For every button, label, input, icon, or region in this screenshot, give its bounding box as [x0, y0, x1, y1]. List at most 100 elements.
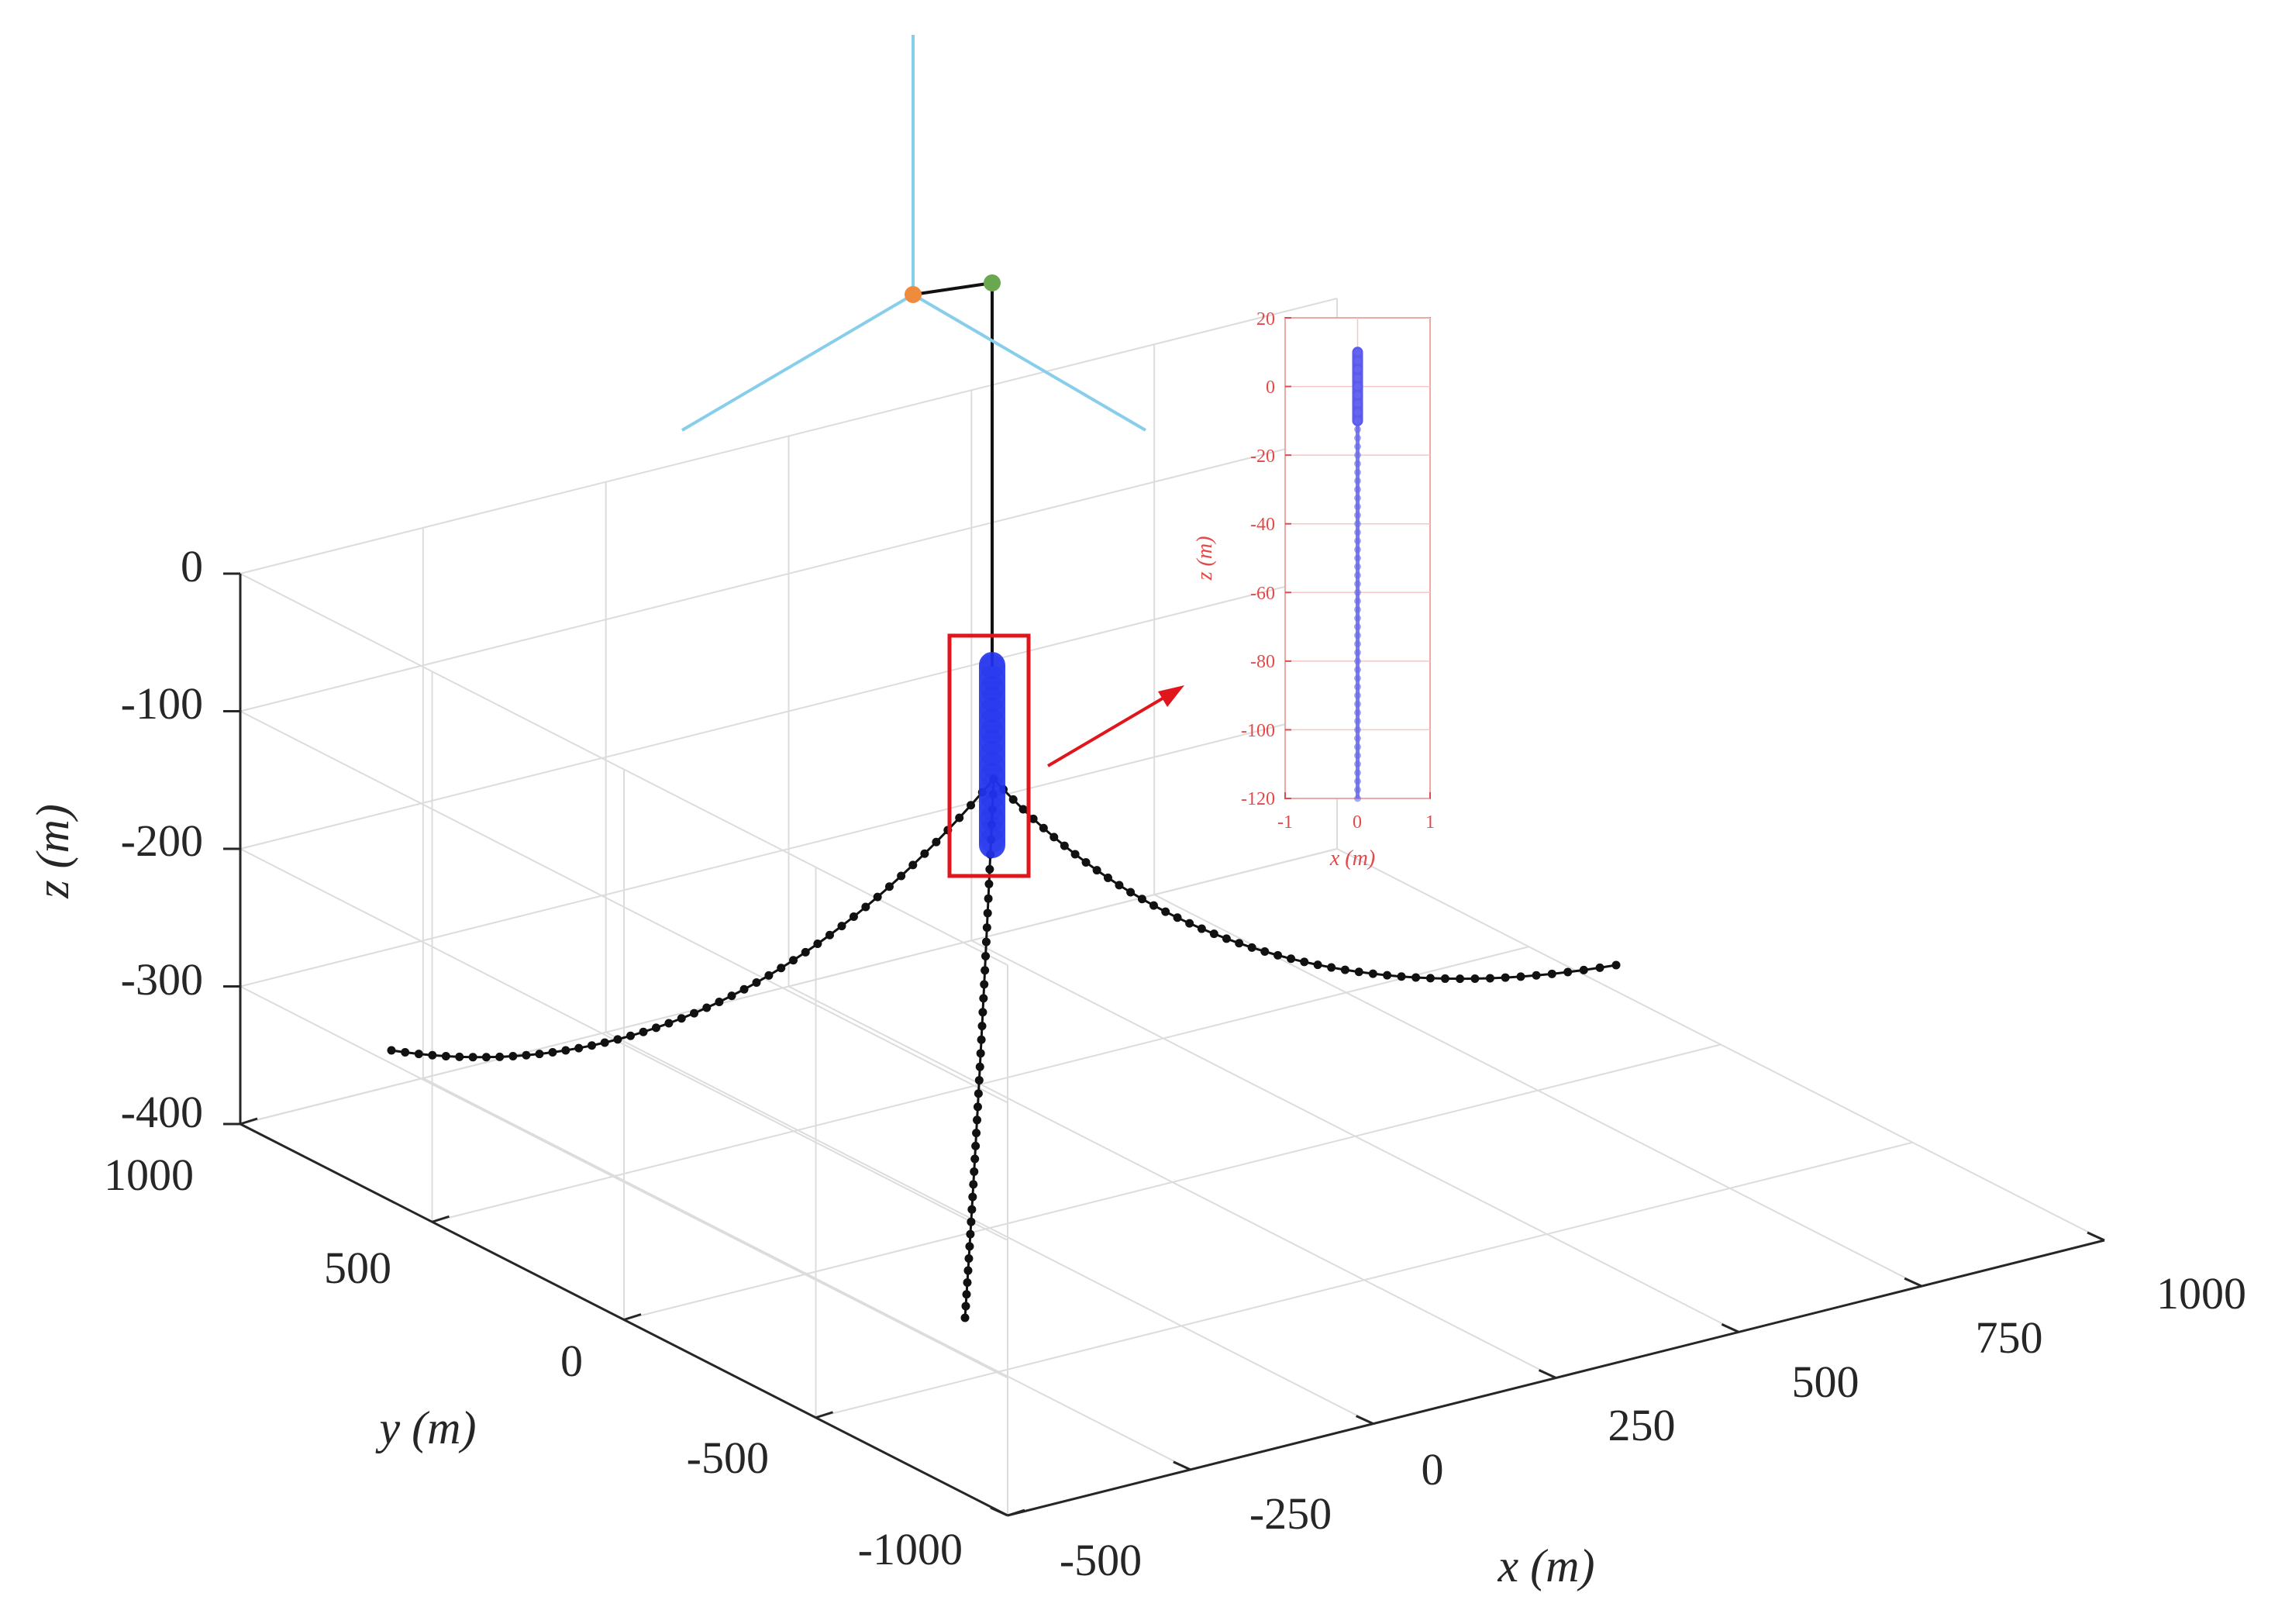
- mooring-node: [1354, 967, 1363, 977]
- mooring-node: [1197, 924, 1206, 933]
- mooring-node: [1383, 971, 1392, 980]
- mooring-node: [971, 1141, 981, 1150]
- left-wall-grid-line-z: [240, 985, 1008, 1379]
- mooring-node: [973, 1102, 982, 1112]
- mooring-node: [974, 1076, 984, 1085]
- mooring-node: [1340, 965, 1349, 974]
- inset-floater-node: [1354, 786, 1361, 794]
- mooring-node: [1209, 929, 1218, 939]
- inset-floater-node: [1354, 443, 1361, 450]
- z-tick-label: -200: [121, 815, 203, 866]
- inset-x-tick-labels: -1 0 1: [1277, 812, 1435, 833]
- mooring-node: [920, 849, 929, 858]
- z-tick-label: -100: [121, 678, 203, 729]
- mooring-node: [764, 971, 774, 980]
- zoom-highlight-box: [947, 633, 1031, 878]
- inset-floater-node: [1354, 357, 1361, 364]
- inset-floater-node: [1354, 495, 1361, 502]
- x-axis-label: x (m): [1498, 1540, 1595, 1591]
- inset-z-tick-label: 0: [1266, 378, 1275, 398]
- mooring-node: [1397, 972, 1406, 981]
- x-tick-mark: [1721, 1322, 1739, 1333]
- inset-x-axis-label: x (m): [1329, 846, 1375, 871]
- mooring-node: [1060, 841, 1069, 850]
- inset-floater-node: [1354, 512, 1361, 519]
- inset-floater-node: [1354, 554, 1361, 562]
- mooring-node: [1485, 974, 1494, 983]
- inset-floater-node: [1354, 632, 1361, 640]
- right-wall-grid-line-z: [240, 298, 1338, 574]
- mooring-node: [777, 964, 786, 973]
- mooring-node: [1070, 850, 1080, 859]
- mooring-node: [884, 882, 894, 891]
- mooring-node: [535, 1050, 544, 1059]
- z-tick-labels: 0 -100 -200 -300 -400: [121, 541, 203, 1137]
- floater-node: [980, 665, 1005, 690]
- inset-floater-node: [1354, 468, 1361, 476]
- floater-node: [980, 828, 1005, 853]
- floater-node: [980, 709, 1005, 733]
- mooring-node: [522, 1050, 531, 1060]
- inset-floater-node: [1354, 666, 1361, 674]
- x-tick-label: 500: [1792, 1357, 1859, 1407]
- mooring-node: [1456, 974, 1465, 984]
- mooring-node: [613, 1035, 622, 1044]
- mooring-node: [548, 1048, 557, 1057]
- mooring-node: [967, 1217, 976, 1226]
- mooring-node: [1247, 943, 1256, 952]
- mooring-node: [955, 813, 964, 822]
- mooring-node: [1126, 888, 1136, 897]
- z-tick-label: -400: [121, 1087, 203, 1137]
- mooring-node: [1081, 857, 1091, 867]
- inset-floater-node: [1354, 571, 1361, 579]
- floater-node: [980, 752, 1005, 777]
- mooring-node: [982, 923, 991, 933]
- inset-floater-node: [1354, 683, 1361, 691]
- floor-grid-line-y: [815, 1141, 1913, 1419]
- mooring-node: [980, 980, 989, 989]
- inset-x-tick-label: 1: [1425, 812, 1435, 833]
- nacelle: [984, 274, 1001, 291]
- inset-floater-node: [1354, 529, 1361, 536]
- mooring-node: [1532, 971, 1541, 980]
- mooring-node: [752, 978, 761, 987]
- inset-floater-node: [1354, 520, 1361, 528]
- floater-node: [980, 774, 1005, 798]
- inset-floater-node: [1354, 649, 1361, 657]
- right-wall-grid-line-z: [240, 573, 1338, 850]
- inset-floater-node: [1354, 348, 1361, 356]
- inset-floater-node: [1354, 434, 1361, 442]
- mooring-node: [825, 930, 834, 940]
- mooring-node: [1595, 963, 1604, 972]
- z-axis-label: z (m): [27, 804, 78, 899]
- floater-node: [980, 719, 1005, 744]
- z-tick-label: 0: [181, 541, 203, 591]
- y-tick-labels: 1000 500 0 -500 -1000: [104, 1150, 963, 1574]
- inset-z-tick-label: -40: [1250, 515, 1275, 535]
- mooring-node: [908, 860, 918, 870]
- inset-x-tick-label: -1: [1277, 812, 1293, 833]
- mooring-node: [1425, 974, 1435, 983]
- hub: [905, 286, 922, 303]
- inset-floater-node: [1354, 503, 1361, 511]
- mooring-node: [1049, 833, 1059, 842]
- right-wall-grid-line-z: [240, 710, 1338, 988]
- mooring-node: [1149, 901, 1158, 910]
- inset-z-tick-label: -20: [1250, 447, 1275, 467]
- y-tick-label: 500: [324, 1243, 391, 1293]
- y-tick-mark: [432, 1215, 450, 1223]
- mooring-node: [428, 1050, 437, 1060]
- inset-floater-node: [1354, 374, 1361, 381]
- y-axis-label: y (m): [375, 1402, 477, 1453]
- mooring-node: [1039, 823, 1048, 833]
- inset-floater-node: [1354, 400, 1361, 408]
- mooring-line-1: [387, 774, 998, 1062]
- mooring-node: [968, 1192, 977, 1202]
- inset-floater-node: [1354, 451, 1361, 459]
- mooring-node: [976, 1049, 985, 1058]
- inset-floater-node: [1354, 383, 1361, 391]
- inset-tick-marks: [1284, 317, 1431, 799]
- mooring-node: [981, 937, 991, 946]
- mooring-node: [977, 1022, 987, 1031]
- x-tick-mark: [1904, 1277, 1922, 1288]
